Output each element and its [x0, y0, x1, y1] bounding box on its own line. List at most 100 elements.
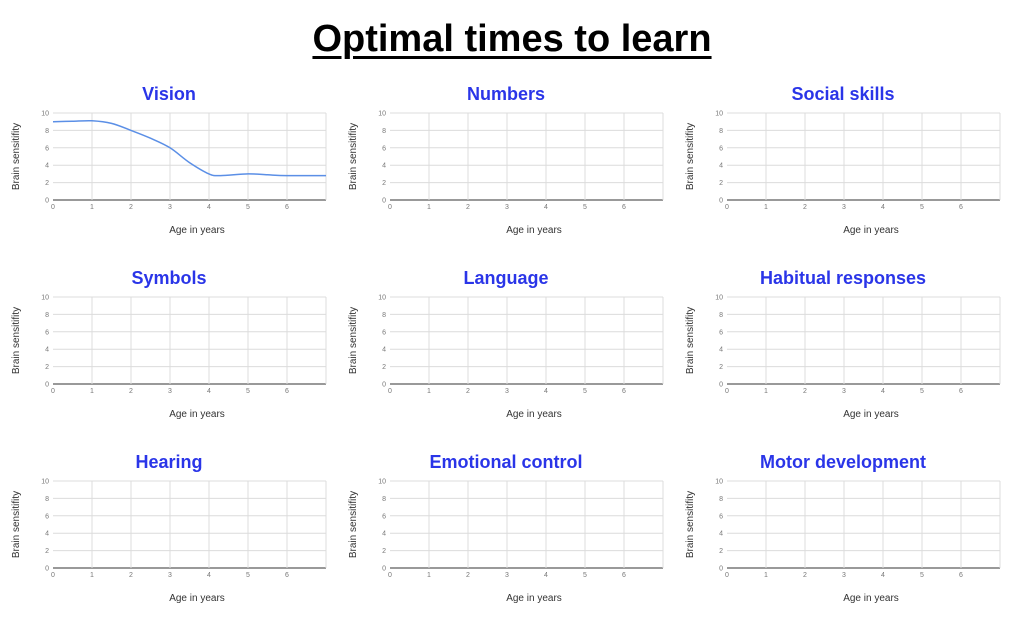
x-tick-label: 4 [544, 572, 548, 579]
y-tick-label: 2 [45, 180, 49, 187]
y-tick-label: 8 [719, 496, 723, 503]
y-tick-label: 0 [719, 382, 723, 389]
x-tick-label: 5 [246, 572, 250, 579]
y-tick-label: 6 [719, 513, 723, 520]
y-tick-label: 6 [719, 329, 723, 336]
y-tick-label: 8 [45, 312, 49, 319]
x-tick-label: 3 [842, 572, 846, 579]
x-tick-label: 4 [881, 572, 885, 579]
x-tick-label: 5 [583, 204, 587, 211]
y-tick-label: 4 [45, 163, 49, 170]
chart-title: Numbers [467, 84, 545, 104]
y-tick-label: 2 [45, 364, 49, 371]
x-tick-label: 4 [881, 388, 885, 395]
y-tick-label: 6 [45, 145, 49, 152]
x-tick-label: 0 [388, 572, 392, 579]
y-axis-label: Brain sensitifity [11, 491, 22, 558]
y-tick-label: 0 [382, 382, 386, 389]
x-tick-label: 4 [544, 388, 548, 395]
x-axis-label: Age in years [506, 409, 562, 420]
y-tick-label: 2 [719, 364, 723, 371]
chart-title: Habitual responses [760, 268, 926, 288]
x-tick-label: 3 [842, 204, 846, 211]
y-tick-label: 2 [719, 548, 723, 555]
x-tick-label: 4 [207, 388, 211, 395]
x-tick-label: 5 [246, 388, 250, 395]
y-tick-label: 6 [719, 145, 723, 152]
y-axis-label: Brain sensitifity [348, 491, 359, 558]
x-axis-label: Age in years [843, 593, 899, 604]
y-tick-label: 2 [382, 180, 386, 187]
chart-hearing: Hearing 0 2 4 6 8 10 0 1 2 3 4 5 6 Age in years Brain s… [11, 452, 327, 604]
y-tick-label: 4 [719, 347, 723, 354]
x-tick-label: 6 [285, 572, 289, 579]
x-tick-label: 3 [505, 572, 509, 579]
y-tick-label: 2 [382, 548, 386, 555]
y-tick-label: 0 [719, 198, 723, 205]
x-tick-label: 1 [427, 388, 431, 395]
chart-social-skills: Social skills 0 2 4 6 8 10 0 1 2 3 4 5 6 Age in years B… [685, 84, 1001, 236]
x-axis-label: Age in years [506, 225, 562, 236]
y-tick-label: 10 [378, 111, 386, 118]
y-tick-label: 4 [719, 531, 723, 538]
y-tick-label: 2 [45, 548, 49, 555]
y-tick-label: 2 [719, 180, 723, 187]
y-tick-label: 10 [41, 479, 49, 486]
x-tick-label: 3 [168, 204, 172, 211]
y-tick-label: 6 [45, 329, 49, 336]
x-tick-label: 0 [725, 388, 729, 395]
x-tick-label: 0 [725, 572, 729, 579]
x-tick-label: 5 [920, 204, 924, 211]
y-tick-label: 8 [382, 496, 386, 503]
y-tick-label: 4 [719, 163, 723, 170]
chart-title: Emotional control [430, 452, 583, 472]
chart-emotional-control: Emotional control 0 2 4 6 8 10 0 1 2 3 4 5 6 Age in ye… [348, 452, 664, 604]
y-tick-label: 2 [382, 364, 386, 371]
y-tick-label: 0 [382, 566, 386, 573]
y-tick-label: 4 [382, 531, 386, 538]
chart-language: Language 0 2 4 6 8 10 0 1 2 3 4 5 6 Age in years Brain … [348, 268, 664, 420]
y-tick-label: 8 [45, 128, 49, 135]
chart-vision: Vision 0 2 4 6 8 10 0 1 2 3 4 5 6 Age in years Brain se… [11, 84, 327, 236]
y-tick-label: 8 [719, 128, 723, 135]
x-axis-label: Age in years [506, 593, 562, 604]
page-title: Optimal times to learn [312, 18, 712, 60]
y-tick-label: 0 [382, 198, 386, 205]
y-tick-label: 8 [719, 312, 723, 319]
x-tick-label: 0 [388, 204, 392, 211]
chart-title: Symbols [131, 268, 206, 288]
x-tick-label: 6 [622, 572, 626, 579]
chart-title: Language [463, 268, 548, 288]
y-tick-label: 0 [719, 566, 723, 573]
y-tick-label: 10 [715, 479, 723, 486]
y-tick-label: 10 [715, 111, 723, 118]
y-tick-label: 10 [378, 295, 386, 302]
x-tick-label: 2 [803, 204, 807, 211]
chart-motor-development: Motor development 0 2 4 6 8 10 0 1 2 3 4 5 6 Age in ye… [685, 452, 1001, 604]
y-tick-label: 0 [45, 198, 49, 205]
x-tick-label: 0 [51, 388, 55, 395]
y-tick-label: 4 [382, 347, 386, 354]
x-tick-label: 6 [622, 388, 626, 395]
x-tick-label: 2 [803, 388, 807, 395]
x-tick-label: 2 [129, 572, 133, 579]
y-tick-label: 0 [45, 382, 49, 389]
y-tick-label: 10 [715, 295, 723, 302]
chart-symbols: Symbols 0 2 4 6 8 10 0 1 2 3 4 5 6 Age in years Brain s… [11, 268, 327, 420]
x-tick-label: 0 [51, 572, 55, 579]
y-tick-label: 10 [41, 295, 49, 302]
x-tick-label: 6 [622, 204, 626, 211]
x-tick-label: 5 [920, 572, 924, 579]
chart-numbers: Numbers 0 2 4 6 8 10 0 1 2 3 4 5 6 Age in years Brain s… [348, 84, 664, 236]
series-line [52, 119, 327, 177]
y-axis-label: Brain sensitifity [348, 123, 359, 190]
x-tick-label: 0 [388, 388, 392, 395]
y-tick-label: 6 [382, 513, 386, 520]
x-tick-label: 2 [466, 204, 470, 211]
y-axis-label: Brain sensitifity [685, 123, 696, 190]
x-tick-label: 3 [842, 388, 846, 395]
x-axis-label: Age in years [169, 593, 225, 604]
y-tick-label: 4 [45, 347, 49, 354]
x-tick-label: 0 [725, 204, 729, 211]
